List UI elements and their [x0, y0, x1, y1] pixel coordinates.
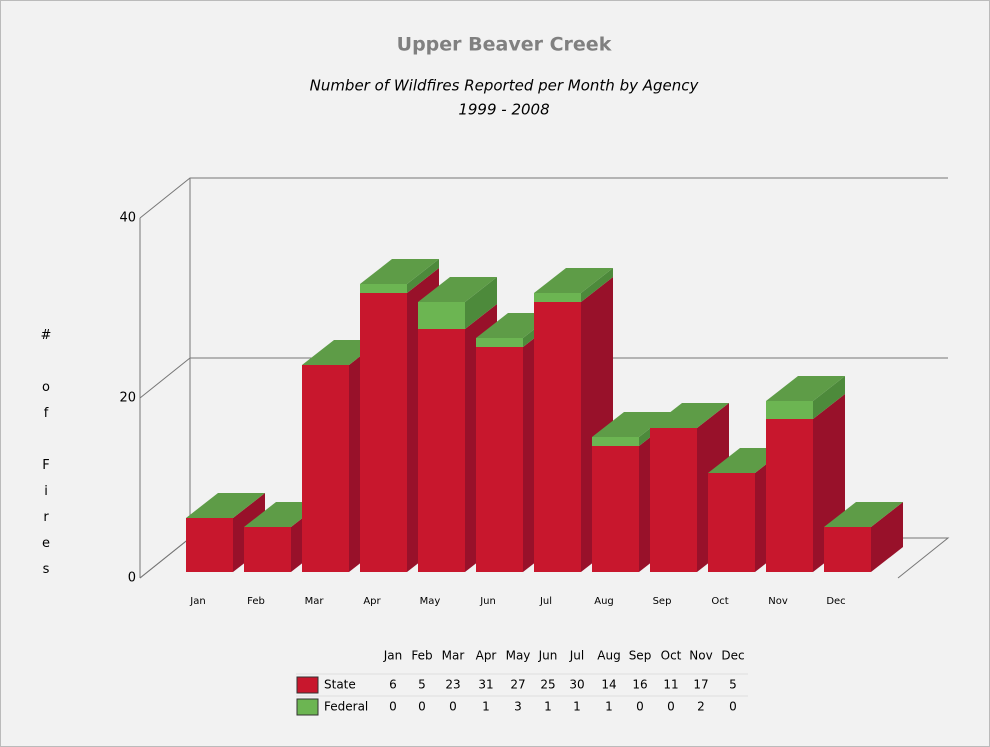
table-cell: 5 — [418, 678, 426, 692]
table-cell: 2 — [697, 700, 705, 714]
table-cell: 6 — [389, 678, 397, 692]
table-cell: 31 — [478, 678, 493, 692]
table-header: May — [506, 649, 531, 663]
table-header: Jun — [538, 649, 558, 663]
table-cell: 5 — [729, 678, 737, 692]
x-tick-label: Jun — [479, 596, 496, 607]
table-header: Aug — [597, 649, 620, 663]
x-tick-label: Feb — [247, 596, 265, 607]
table-header: Nov — [689, 649, 712, 663]
bar-top — [650, 403, 729, 428]
bar-top — [824, 502, 903, 527]
x-tick-label: Dec — [826, 596, 845, 607]
table-cell: 11 — [663, 678, 678, 692]
bar-segment — [360, 293, 407, 572]
table-header: Sep — [629, 649, 652, 663]
table-cell: 27 — [510, 678, 525, 692]
bar-segment — [534, 302, 581, 572]
y-tick-label: 0 — [128, 571, 136, 586]
table-cell: 0 — [636, 700, 644, 714]
table-cell: 25 — [540, 678, 555, 692]
table-header: Apr — [476, 649, 497, 663]
y-axis-label: # of Fires — [39, 328, 54, 588]
table-cell: 14 — [601, 678, 616, 692]
bar-side — [871, 502, 903, 572]
chart-subtitle: 1999 - 2008 — [458, 101, 549, 119]
table-cell: 0 — [389, 700, 397, 714]
y-tick-label: 40 — [119, 211, 136, 226]
y-tick-label: 20 — [119, 391, 136, 406]
x-tick-label: Sep — [653, 596, 672, 607]
table-cell: 0 — [667, 700, 675, 714]
bar-segment — [766, 401, 813, 419]
chart-title: Upper Beaver Creek — [397, 34, 612, 56]
table-header: Feb — [411, 649, 432, 663]
bar-top — [592, 412, 671, 437]
bar-segment — [592, 446, 639, 572]
bar-segment — [708, 473, 755, 572]
table-header: Oct — [661, 649, 682, 663]
bar-segment — [534, 293, 581, 302]
bar-segment — [650, 428, 697, 572]
bar-top — [766, 376, 845, 401]
table-cell: 1 — [544, 700, 552, 714]
x-tick-label: Jul — [539, 596, 552, 607]
bar-segment — [476, 347, 523, 572]
bar-segment — [244, 527, 291, 572]
table-cell: 1 — [573, 700, 581, 714]
x-tick-label: May — [420, 596, 441, 607]
bar-segment — [418, 329, 465, 572]
legend-swatch — [296, 698, 319, 716]
bar-side — [407, 259, 439, 293]
x-tick-label: Apr — [363, 596, 381, 607]
table-header: Jan — [383, 649, 403, 663]
table-cell: 16 — [632, 678, 647, 692]
bar-side — [581, 268, 613, 302]
table-header: Dec — [721, 649, 744, 663]
table-header: Mar — [442, 649, 465, 663]
bar-segment — [186, 518, 233, 572]
legend-label: Federal — [324, 700, 368, 714]
table-cell: 0 — [449, 700, 457, 714]
table-cell: 3 — [514, 700, 522, 714]
bar-segment — [302, 365, 349, 572]
bar-side — [813, 376, 845, 419]
bar-segment — [592, 437, 639, 446]
table-cell: 0 — [729, 700, 737, 714]
table-cell: 0 — [418, 700, 426, 714]
legend-label: State — [324, 678, 356, 692]
bar-segment — [476, 338, 523, 347]
x-tick-label: Aug — [594, 596, 614, 607]
table-header: Jul — [569, 649, 584, 663]
bar-segment — [360, 284, 407, 293]
bar-top — [186, 493, 265, 518]
bar-segment — [824, 527, 871, 572]
grid-line — [139, 177, 948, 219]
x-tick-label: Jan — [189, 596, 205, 607]
x-tick-label: Mar — [305, 596, 325, 607]
bar-side — [465, 277, 497, 329]
x-tick-label: Oct — [711, 596, 728, 607]
table-cell: 23 — [445, 678, 460, 692]
bar-segment — [418, 302, 465, 329]
table-cell: 30 — [569, 678, 584, 692]
table-cell: 17 — [693, 678, 708, 692]
bar-top — [534, 268, 613, 293]
grid-line — [139, 357, 948, 399]
bar-segment — [766, 419, 813, 572]
x-tick-label: Nov — [768, 596, 788, 607]
bar-top — [360, 259, 439, 284]
bar-top — [418, 277, 497, 302]
chart-subtitle: Number of Wildfires Reported per Month b… — [310, 77, 700, 95]
legend-swatch — [296, 676, 319, 694]
table-cell: 1 — [482, 700, 490, 714]
table-cell: 1 — [605, 700, 613, 714]
